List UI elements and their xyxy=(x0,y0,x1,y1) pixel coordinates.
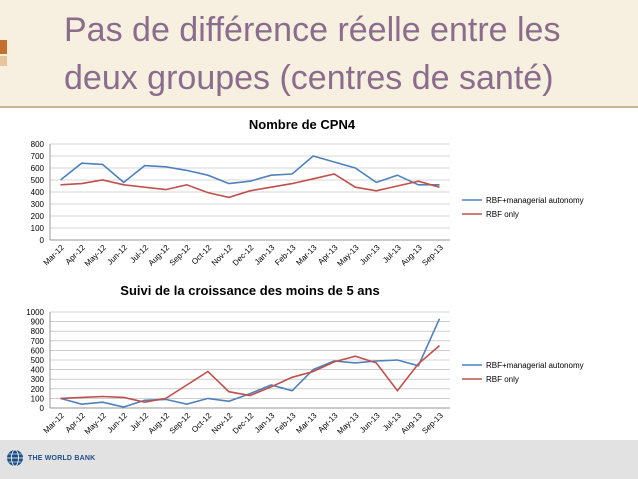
y-tick-label: 600 xyxy=(31,346,45,355)
y-tick-label: 600 xyxy=(31,164,45,173)
x-tick-label: Aug-12 xyxy=(147,411,172,436)
x-tick-label: Mar-13 xyxy=(294,243,319,268)
x-tick-label: Sep-12 xyxy=(168,411,193,436)
y-tick-label: 100 xyxy=(31,224,45,233)
legend-label: RBF only xyxy=(486,375,519,384)
title-divider xyxy=(0,106,638,108)
x-tick-label: Jun-13 xyxy=(358,243,382,267)
x-tick-label: Sep-12 xyxy=(168,243,193,268)
side-accent-mark-light xyxy=(0,56,7,66)
x-tick-label: Dec-12 xyxy=(231,243,256,268)
y-tick-label: 800 xyxy=(31,140,45,149)
series-line-rbf-only xyxy=(60,173,440,199)
title-banner xyxy=(0,0,638,106)
x-tick-label: Mar-12 xyxy=(42,411,67,436)
x-tick-label: Feb-13 xyxy=(273,243,298,268)
footer-bar xyxy=(0,440,638,479)
series-line-rbf-only xyxy=(60,344,441,404)
chart-title: Nombre de CPN4 xyxy=(249,117,356,132)
y-tick-label: 700 xyxy=(31,337,45,346)
x-tick-label: Jan-13 xyxy=(253,243,277,267)
chart-cpn4: Nombre de CPN4 0 100 200 300 400 500 600 700 800 M… xyxy=(31,117,584,269)
y-tick-label: 200 xyxy=(31,385,45,394)
x-tick-label: Aug-13 xyxy=(399,243,424,268)
legend-label: RBF+managerial autonomy xyxy=(486,361,584,370)
y-tick-label: 100 xyxy=(31,394,45,403)
x-tick-label: Jun-13 xyxy=(358,411,382,435)
legend-label: RBF only xyxy=(486,210,519,219)
x-tick-label: May-13 xyxy=(335,243,361,269)
x-tick-label: May-13 xyxy=(335,411,361,437)
y-tick-label: 400 xyxy=(31,188,45,197)
x-tick-label: Nov-12 xyxy=(210,243,235,268)
slide-title: Pas de différence réelle entre les deux … xyxy=(64,11,561,97)
y-tick-label: 400 xyxy=(31,366,45,375)
chart-growth-monitoring: Suivi de la croissance des moins de 5 an… xyxy=(26,283,584,437)
x-tick-label: May-12 xyxy=(83,243,109,269)
y-tick-label: 300 xyxy=(31,375,45,384)
world-bank-logo-text: THE WORLD BANK xyxy=(28,455,96,462)
world-bank-globe-icon xyxy=(7,449,23,467)
y-tick-label: 1000 xyxy=(26,308,44,317)
y-tick-label: 0 xyxy=(40,236,45,245)
y-tick-label: 300 xyxy=(31,200,45,209)
x-tick-label: Mar-12 xyxy=(42,243,67,268)
x-tick-label: May-12 xyxy=(83,411,109,437)
chart-title: Suivi de la croissance des moins de 5 an… xyxy=(120,283,379,298)
y-tick-label: 800 xyxy=(31,327,45,336)
x-tick-label: Feb-13 xyxy=(273,411,298,436)
x-tick-label: Jun-12 xyxy=(105,243,129,267)
y-tick-label: 500 xyxy=(31,176,45,185)
y-tick-label: 500 xyxy=(31,356,45,365)
x-tick-label: Jun-12 xyxy=(105,411,129,435)
side-accent-mark xyxy=(0,40,7,54)
y-tick-label: 900 xyxy=(31,318,45,327)
x-tick-label: Jan-13 xyxy=(253,411,277,435)
x-tick-label: Aug-13 xyxy=(399,411,424,436)
y-tick-label: 0 xyxy=(40,404,45,413)
series-line-rbf-managerial-autonomy xyxy=(60,155,440,186)
legend-label: RBF+managerial autonomy xyxy=(486,196,584,205)
series-line-rbf-managerial-autonomy xyxy=(60,318,441,408)
x-tick-label: Nov-12 xyxy=(210,411,235,436)
y-tick-label: 700 xyxy=(31,152,45,161)
x-tick-label: Mar-13 xyxy=(294,411,319,436)
y-tick-label: 200 xyxy=(31,212,45,221)
x-tick-label: Sep-13 xyxy=(420,411,445,436)
x-tick-label: Sep-13 xyxy=(420,243,445,268)
x-tick-label: Dec-12 xyxy=(231,411,256,436)
x-tick-label: Aug-12 xyxy=(147,243,172,268)
